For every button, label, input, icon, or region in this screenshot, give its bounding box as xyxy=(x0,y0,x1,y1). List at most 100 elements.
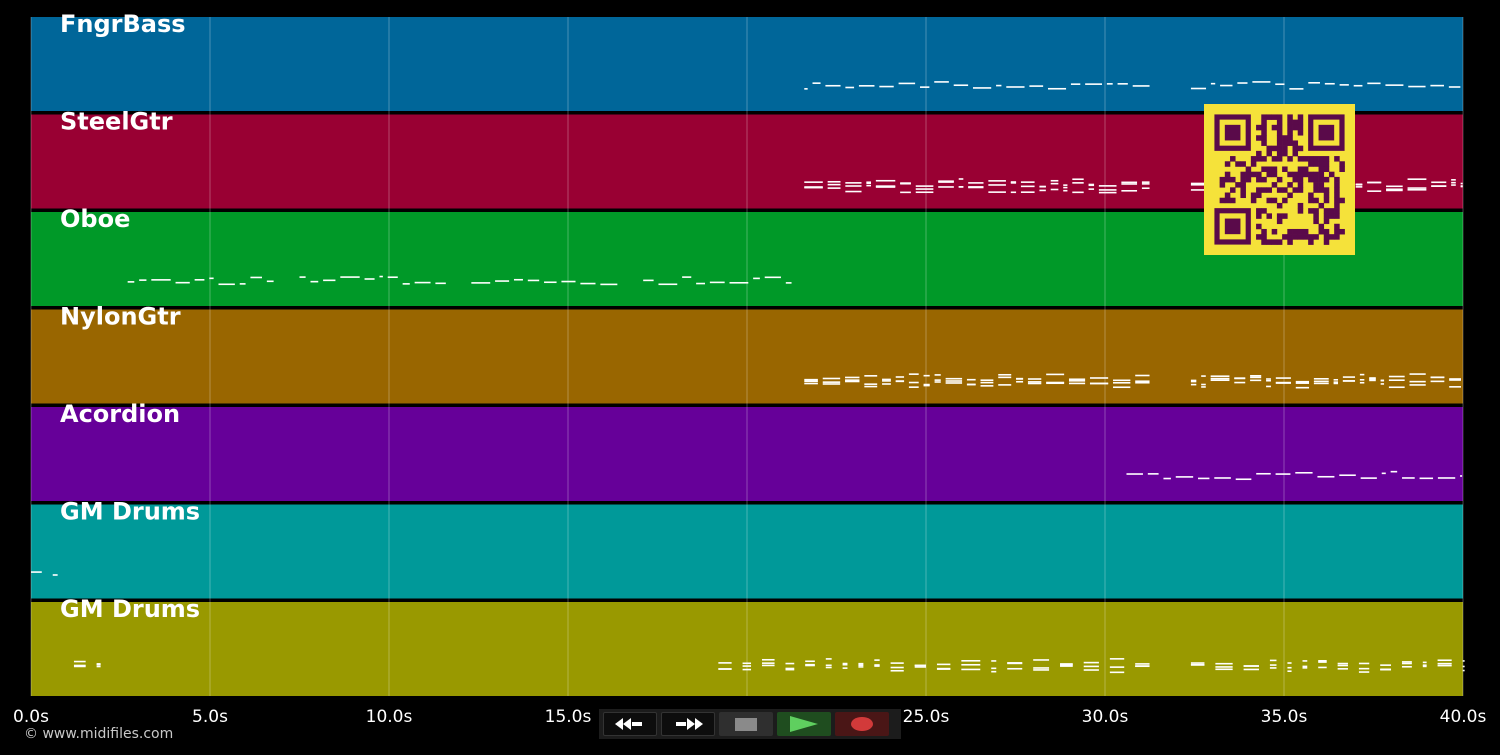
note xyxy=(864,375,878,377)
note xyxy=(934,379,941,381)
note xyxy=(1386,185,1403,188)
note xyxy=(1072,191,1084,194)
note xyxy=(414,281,431,284)
note xyxy=(875,186,896,188)
note xyxy=(874,665,880,667)
fast-forward-button[interactable] xyxy=(661,712,715,736)
note xyxy=(1175,476,1194,478)
qr-code-icon xyxy=(1204,104,1355,255)
note xyxy=(996,84,1002,87)
note xyxy=(934,81,949,83)
note xyxy=(923,374,930,377)
time-tick-label: 30.0s xyxy=(1082,707,1129,727)
note xyxy=(1190,182,1209,185)
note xyxy=(1313,378,1329,380)
note xyxy=(1275,473,1291,475)
note xyxy=(1388,379,1405,381)
note xyxy=(936,663,951,666)
note xyxy=(1295,386,1310,389)
note xyxy=(73,665,86,668)
note xyxy=(914,666,927,668)
note xyxy=(858,85,875,87)
note xyxy=(879,85,894,88)
note xyxy=(1388,375,1405,378)
note xyxy=(1235,478,1252,481)
note xyxy=(1250,374,1262,377)
time-tick-label: 5.0s xyxy=(192,707,228,727)
note xyxy=(785,668,795,671)
note xyxy=(858,662,864,665)
note xyxy=(914,664,927,667)
note xyxy=(1317,475,1335,478)
note xyxy=(1068,380,1086,382)
note xyxy=(845,380,860,383)
note xyxy=(1308,82,1320,84)
note xyxy=(1342,380,1356,382)
note xyxy=(1422,665,1427,668)
note xyxy=(1234,381,1246,384)
note xyxy=(1113,386,1131,389)
note xyxy=(1385,84,1404,86)
note xyxy=(1089,377,1109,379)
note xyxy=(1295,382,1310,384)
note xyxy=(1287,670,1292,673)
note xyxy=(1085,83,1103,85)
note xyxy=(402,283,410,285)
note xyxy=(266,280,274,283)
note xyxy=(1190,87,1207,90)
note xyxy=(1430,380,1445,383)
note xyxy=(1088,188,1095,190)
note xyxy=(890,662,904,664)
note xyxy=(882,378,891,381)
note xyxy=(1275,83,1285,86)
note xyxy=(729,281,749,284)
note xyxy=(822,381,841,383)
note xyxy=(988,180,1006,182)
note xyxy=(1451,184,1456,186)
note xyxy=(1295,471,1313,474)
note xyxy=(1027,381,1042,383)
note xyxy=(1460,185,1463,187)
note xyxy=(1109,671,1125,674)
note xyxy=(1214,477,1231,479)
note xyxy=(1256,472,1271,475)
track-notes xyxy=(73,658,1465,674)
rewind-button[interactable] xyxy=(603,712,657,736)
note xyxy=(1380,383,1385,385)
note xyxy=(938,180,954,182)
note xyxy=(908,381,919,384)
note xyxy=(858,666,864,668)
note xyxy=(1313,380,1329,383)
note xyxy=(1269,659,1277,662)
track-label: SteelGtr xyxy=(60,108,173,136)
track-label: Acordion xyxy=(60,400,180,428)
note xyxy=(1289,88,1304,90)
note xyxy=(1047,87,1067,90)
note xyxy=(805,660,815,663)
note xyxy=(742,668,752,671)
note xyxy=(1339,84,1349,86)
track-label: NylonGtr xyxy=(60,303,181,331)
note xyxy=(1460,182,1463,185)
note xyxy=(1020,185,1035,188)
note xyxy=(908,373,919,375)
note xyxy=(1210,379,1230,382)
track-notes xyxy=(1126,470,1463,481)
note xyxy=(1033,667,1050,669)
note xyxy=(900,182,911,184)
record-button[interactable] xyxy=(835,712,889,736)
note xyxy=(1287,662,1292,664)
note xyxy=(1431,181,1447,184)
track-band xyxy=(31,17,1463,111)
note xyxy=(1141,183,1150,185)
note xyxy=(882,383,891,385)
note xyxy=(73,660,86,663)
record-icon xyxy=(851,717,873,731)
stop-button[interactable] xyxy=(719,712,773,736)
note xyxy=(858,664,864,667)
note xyxy=(1409,373,1426,375)
note xyxy=(866,184,871,187)
track-label: GM Drums xyxy=(60,595,200,623)
note xyxy=(1060,665,1073,667)
play-button[interactable] xyxy=(777,712,831,736)
